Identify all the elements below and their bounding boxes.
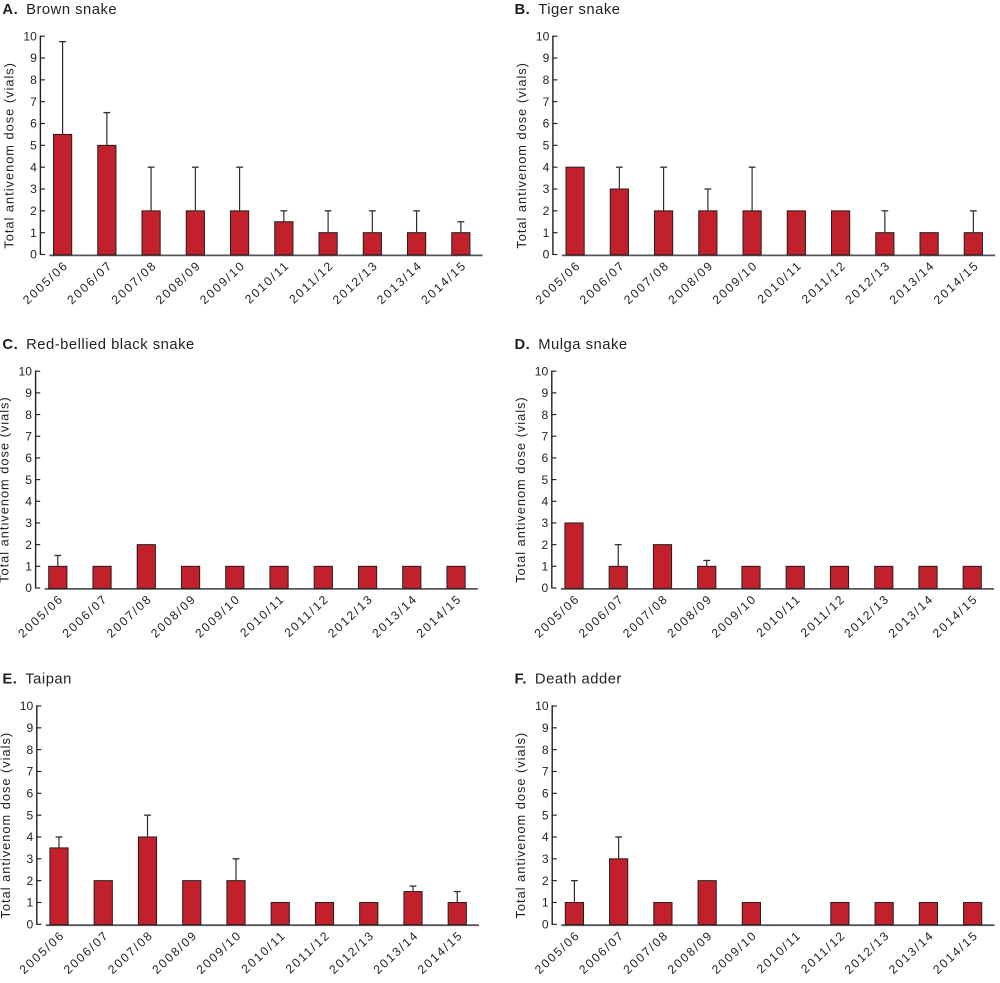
svg-text:9: 9: [30, 51, 37, 65]
svg-text:7: 7: [542, 765, 549, 779]
svg-text:3: 3: [30, 182, 37, 196]
svg-text:0: 0: [25, 581, 32, 595]
svg-text:7: 7: [543, 95, 550, 109]
svg-text:1: 1: [542, 896, 549, 910]
svg-text:3: 3: [542, 852, 549, 866]
svg-text:6: 6: [25, 451, 32, 465]
svg-text:2: 2: [25, 538, 32, 552]
svg-text:3: 3: [25, 516, 32, 530]
svg-text:9: 9: [541, 386, 548, 400]
svg-text:5: 5: [25, 473, 32, 487]
svg-text:Total antivenom dose (vials): Total antivenom dose (vials): [514, 62, 529, 249]
svg-text:2: 2: [30, 204, 37, 218]
svg-text:7: 7: [25, 429, 32, 443]
svg-text:8: 8: [543, 73, 550, 87]
svg-text:6: 6: [30, 117, 37, 131]
svg-text:7: 7: [541, 429, 548, 443]
svg-text:2: 2: [542, 874, 549, 888]
svg-text:9: 9: [25, 386, 32, 400]
svg-text:10: 10: [535, 699, 549, 713]
svg-text:F. Death adder: F. Death adder: [515, 672, 622, 688]
svg-text:10: 10: [20, 699, 34, 713]
svg-text:1: 1: [543, 226, 550, 240]
svg-text:4: 4: [30, 160, 37, 174]
svg-text:8: 8: [26, 743, 33, 757]
svg-text:2: 2: [543, 204, 550, 218]
svg-text:1: 1: [25, 560, 32, 574]
svg-text:1: 1: [541, 560, 548, 574]
svg-text:8: 8: [25, 408, 32, 422]
svg-text:5: 5: [541, 473, 548, 487]
svg-text:7: 7: [30, 95, 37, 109]
svg-text:A. Brown snake: A. Brown snake: [2, 2, 117, 18]
svg-text:9: 9: [543, 51, 550, 65]
svg-text:Total antivenom dose (vials): Total antivenom dose (vials): [0, 732, 13, 919]
svg-text:6: 6: [26, 787, 33, 801]
svg-text:Total antivenom dose (vials): Total antivenom dose (vials): [513, 732, 528, 919]
svg-text:5: 5: [30, 139, 37, 153]
svg-text:4: 4: [543, 160, 550, 174]
svg-text:0: 0: [541, 581, 548, 595]
svg-text:2: 2: [26, 874, 33, 888]
svg-text:8: 8: [541, 408, 548, 422]
svg-text:3: 3: [26, 852, 33, 866]
svg-text:1: 1: [26, 896, 33, 910]
svg-text:9: 9: [542, 721, 549, 735]
svg-text:1: 1: [30, 226, 37, 240]
svg-text:10: 10: [23, 29, 37, 43]
svg-text:5: 5: [542, 808, 549, 822]
svg-text:0: 0: [26, 918, 33, 932]
svg-text:B. Tiger snake: B. Tiger snake: [515, 2, 621, 18]
svg-text:5: 5: [26, 808, 33, 822]
svg-text:6: 6: [542, 787, 549, 801]
svg-text:4: 4: [541, 494, 548, 508]
svg-text:0: 0: [542, 918, 549, 932]
svg-text:10: 10: [535, 364, 549, 378]
svg-text:7: 7: [26, 765, 33, 779]
svg-text:Total antivenom dose (vials): Total antivenom dose (vials): [0, 396, 12, 583]
svg-text:4: 4: [26, 830, 33, 844]
svg-text:3: 3: [543, 182, 550, 196]
svg-text:9: 9: [26, 721, 33, 735]
svg-text:4: 4: [25, 494, 32, 508]
svg-text:10: 10: [19, 364, 33, 378]
svg-text:5: 5: [543, 139, 550, 153]
svg-text:8: 8: [542, 743, 549, 757]
svg-text:2: 2: [541, 538, 548, 552]
svg-text:4: 4: [542, 830, 549, 844]
svg-text:6: 6: [543, 117, 550, 131]
svg-text:0: 0: [543, 248, 550, 262]
svg-text:Total antivenom dose (vials): Total antivenom dose (vials): [513, 396, 528, 583]
svg-text:E. Taipan: E. Taipan: [2, 672, 72, 688]
svg-text:3: 3: [541, 516, 548, 530]
svg-text:8: 8: [30, 73, 37, 87]
svg-text:D. Mulga snake: D. Mulga snake: [515, 337, 628, 353]
svg-text:6: 6: [541, 451, 548, 465]
svg-text:0: 0: [30, 248, 37, 262]
svg-text:Total antivenom dose (vials): Total antivenom dose (vials): [1, 62, 16, 249]
svg-text:C. Red-bellied black snake: C. Red-bellied black snake: [2, 337, 194, 353]
svg-text:10: 10: [536, 29, 550, 43]
